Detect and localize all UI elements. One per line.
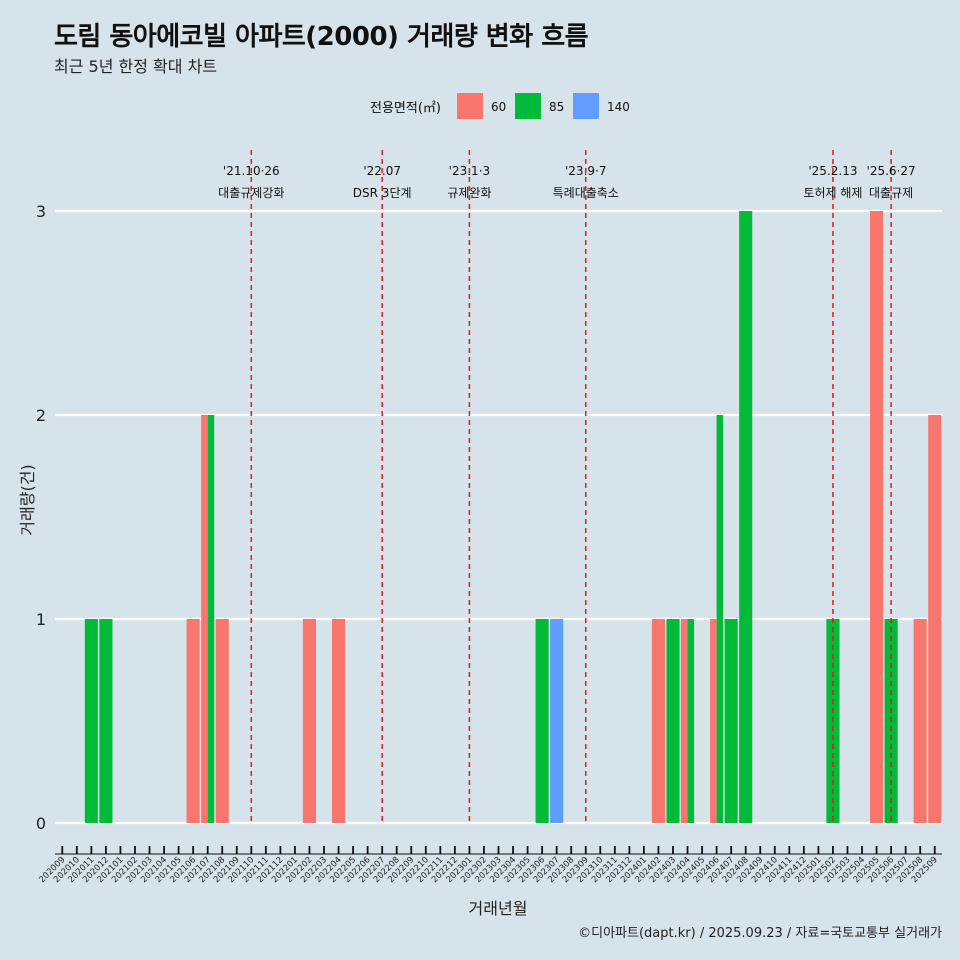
bar-85-202012 <box>99 619 113 823</box>
x-axis-label: 거래년월 <box>469 899 528 918</box>
bar-60-202406 <box>710 619 717 823</box>
y-tick-label: 3 <box>36 202 46 221</box>
legend-label-60: 60 <box>491 100 506 114</box>
bar-series <box>84 211 942 823</box>
legend-label-140: 140 <box>607 100 630 114</box>
legend-swatch-60 <box>457 93 483 119</box>
bar-85-202404 <box>687 619 695 823</box>
bar-140-202307 <box>550 619 564 823</box>
legend-label-85: 85 <box>549 100 564 114</box>
legend-swatch-140 <box>573 93 599 119</box>
bar-60-202402 <box>651 619 665 823</box>
bar-85-202407 <box>724 619 738 823</box>
chart-title: 도림 동아에코빌 아파트(2000) 거래량 변화 흐름 <box>54 22 589 52</box>
y-tick-label: 2 <box>36 406 46 425</box>
policy-lines <box>250 150 892 823</box>
y-tick-label: 1 <box>36 610 46 629</box>
bar-85-202011 <box>84 619 98 823</box>
source-caption: ©디아파트(dapt.kr) / 2025.09.23 / 자료=국토교통부 실… <box>578 926 942 941</box>
annotation-text: 대출규제 <box>869 186 913 200</box>
annotations: '21.10·26 대출규제강화 '22.07 DSR 3단계 '23.1·3 규제완화 '… <box>218 164 915 200</box>
bar-85-202306 <box>535 619 549 823</box>
y-axis: 0 1 2 3 <box>36 202 46 833</box>
y-tick-label: 0 <box>36 814 46 833</box>
chart-subtitle: 최근 5년 한정 확대 차트 <box>54 57 218 76</box>
x-axis: 2020092020102020112020122021012021022021… <box>37 846 942 885</box>
bar-60-202204 <box>332 619 346 823</box>
annotation-date: '25.2.13 <box>808 164 857 178</box>
annotation-date: '23.1·3 <box>449 164 490 178</box>
annotation-date: '22.07 <box>363 164 401 178</box>
annotation-text: 대출규제강화 <box>218 186 284 200</box>
y-axis-label: 거래량(건) <box>18 464 37 535</box>
annotation-text: 토허제 해제 <box>803 186 862 200</box>
annotation-text: DSR 3단계 <box>353 186 412 200</box>
bar-60-202202 <box>302 619 317 823</box>
bar-85-202107 <box>207 415 215 823</box>
annotation-date: '23.9·7 <box>565 164 606 178</box>
bar-85-202406 <box>716 415 724 823</box>
annotation-date: '21.10·26 <box>223 164 280 178</box>
bar-60-202505 <box>870 211 884 823</box>
annotation-date: '25.6·27 <box>867 164 916 178</box>
annotation-text: 특례대출축소 <box>553 186 619 200</box>
bar-60-202509 <box>928 415 942 823</box>
bar-60-202108 <box>215 619 229 823</box>
annotation-text: 규제완화 <box>447 186 491 200</box>
bar-85-202403 <box>666 619 680 823</box>
legend: 전용면적(㎡) 60 85 140 <box>370 93 630 119</box>
bar-60-202106 <box>186 619 200 823</box>
legend-swatch-85 <box>515 93 541 119</box>
legend-title: 전용면적(㎡) <box>370 101 441 116</box>
bar-60-202508 <box>913 619 927 823</box>
bar-60-202107 <box>201 415 208 823</box>
bar-85-202408 <box>739 211 753 823</box>
bar-60-202404 <box>680 619 688 823</box>
